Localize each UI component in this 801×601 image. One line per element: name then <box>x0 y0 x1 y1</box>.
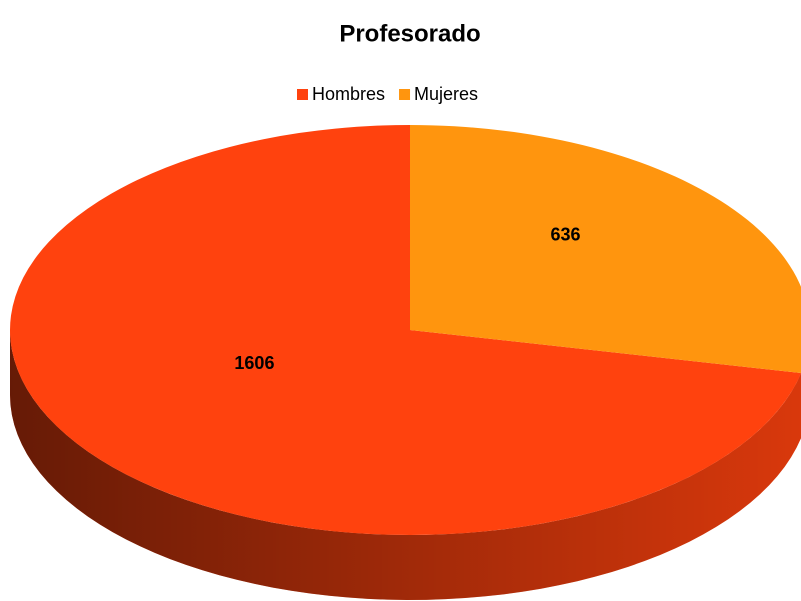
slice <box>410 125 801 374</box>
data-label: 1606 <box>234 353 274 373</box>
chart-title: Profesorado <box>339 20 480 47</box>
legend: Hombres Mujeres <box>297 84 478 104</box>
slice <box>10 125 801 535</box>
pie-sides <box>10 330 801 600</box>
legend-swatch <box>399 89 411 100</box>
legend-label: Mujeres <box>414 84 478 104</box>
data-labels: 1606 636 <box>234 224 580 373</box>
data-label: 636 <box>551 224 581 244</box>
pie-tops <box>10 125 801 535</box>
legend-label: Hombres <box>312 84 385 104</box>
slice-side-shade <box>10 330 801 600</box>
legend-swatch <box>297 89 308 100</box>
